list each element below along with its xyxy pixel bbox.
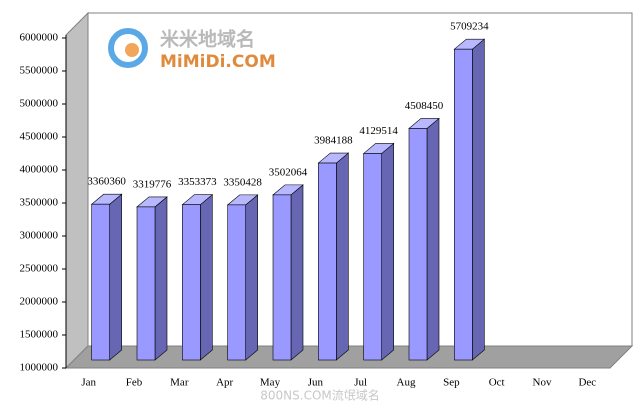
y-tick-label: 3000000 [20,230,59,242]
y-tick-label: 3500000 [20,197,59,209]
x-tick-label: Oct [489,377,505,389]
value-label: 3502064 [269,166,308,178]
value-label: 4129514 [359,125,398,137]
bar [454,48,473,361]
x-tick-label: Jun [308,377,324,389]
bar-side [245,194,258,361]
x-tick-label: Mar [170,377,189,389]
value-label: 4508450 [405,100,444,112]
watermark: 800NS.COM流氓域名 [260,388,380,403]
y-tick-label: 5000000 [20,98,59,110]
y-tick-label: 1000000 [20,362,59,374]
value-label: 3360360 [87,176,126,188]
value-label: 3350428 [223,176,262,188]
logo-dot [125,43,139,57]
bar [408,128,428,361]
y-tick-label: 1500000 [20,329,59,341]
x-tick-label: Feb [126,377,143,389]
logo: 米米地域名 MiMiDi.COM [108,28,276,72]
bar [318,162,337,361]
value-label: 3319776 [133,178,172,190]
bar-side [426,117,440,361]
y-tick-label: 6000000 [20,32,59,44]
bar [363,153,382,361]
watermark: 米米地域名 [160,28,255,51]
value-label: 3984188 [314,135,353,147]
bar-side [472,38,485,361]
x-tick-label: Apr [216,377,233,389]
x-tick-label: Jul [354,377,367,389]
bar [227,204,246,361]
bar-side [290,184,304,361]
y-tick-label: 4500000 [20,131,59,143]
y-tick-label: 4000000 [20,164,59,176]
x-tick-label: Nov [533,377,552,389]
value-label: 3353373 [178,176,217,188]
x-tick-label: Aug [397,377,416,389]
bar-side [336,152,349,361]
bar [272,194,292,361]
x-tick-label: Jan [81,377,96,389]
watermark: MiMiDi.COM [160,52,276,72]
y-tick-label: 5500000 [20,65,59,77]
bar [182,204,201,361]
x-tick-label: May [260,377,281,389]
logo-ring [108,28,148,68]
bar-side [381,142,394,361]
bar [136,206,156,361]
y-tick-label: 2500000 [20,263,59,275]
bar [91,203,110,361]
x-tick-label: Sep [443,377,460,389]
bar-side [109,193,122,361]
value-label: 5709234 [450,21,489,33]
x-tick-label: Dec [578,377,596,389]
bar-side [154,196,168,361]
bar-side [200,194,213,361]
y-tick-label: 2000000 [20,296,59,308]
left-wall [65,11,89,370]
